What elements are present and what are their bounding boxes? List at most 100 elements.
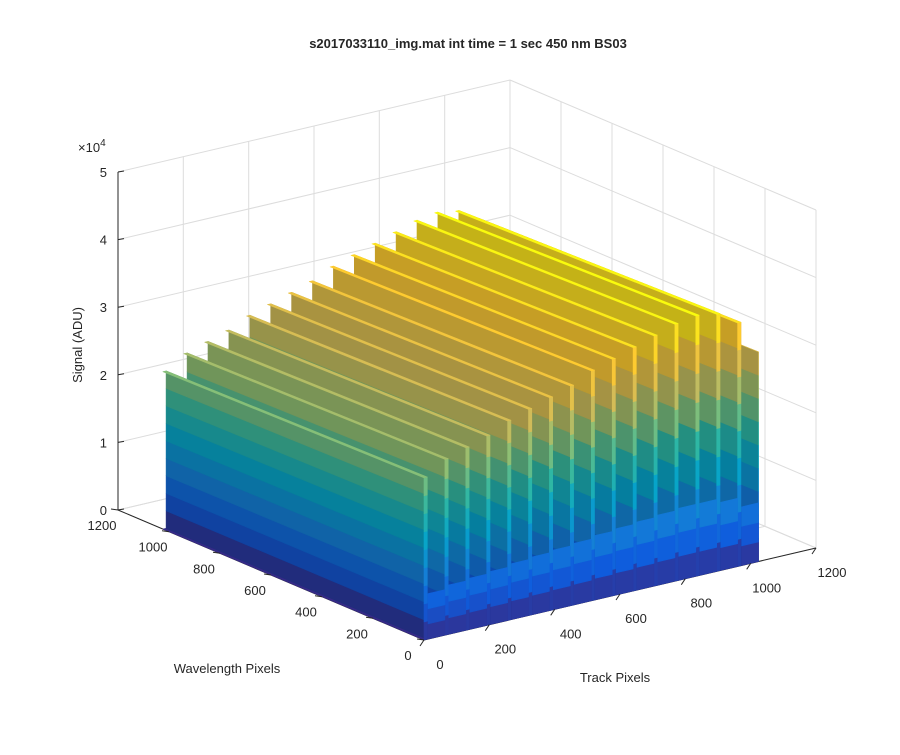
ridge-front-band (674, 465, 679, 496)
x-tick-label: 600 (625, 611, 647, 626)
ridge-front-band (737, 484, 742, 513)
ridge-front-band (569, 531, 574, 558)
ridge-front-band (674, 351, 679, 382)
ridge-front-band (653, 501, 658, 531)
ridge-front-band (528, 522, 533, 548)
ridge-front-band (444, 536, 449, 558)
ridge-front-band (737, 511, 742, 540)
ridge-front-band (507, 508, 512, 533)
x-tick-mark (484, 624, 490, 631)
ridge-front-band (507, 597, 512, 621)
ridge-front-band (653, 418, 658, 448)
ridge-front-band (653, 529, 658, 559)
ridge-front-band (632, 454, 637, 484)
ridge-front-band (653, 557, 658, 587)
y-tick-mark (212, 551, 221, 554)
ridge-valley-band (615, 568, 634, 596)
ridge-front-band (653, 445, 658, 476)
ridge-front-band (486, 519, 491, 542)
ridge-front-band (716, 456, 721, 487)
ridge-front-band (716, 484, 721, 515)
ridge-front-band (611, 515, 616, 544)
back-wall-grid-z (117, 79, 511, 173)
ridge-front-band (486, 603, 491, 626)
ridge-front-band (737, 403, 742, 432)
ridge-valley-band (615, 546, 634, 574)
ridge-front-band (423, 620, 428, 641)
ridge-front-band (737, 348, 742, 378)
ridge-front-band (569, 458, 574, 484)
z-tick-mark (117, 305, 125, 308)
y-tick-mark (110, 508, 119, 511)
ridge-front-band (611, 436, 616, 465)
ridge-valley-band (698, 499, 718, 528)
ridge-valley-band (635, 562, 655, 591)
x-tick-mark (550, 609, 556, 616)
y-tick-mark (161, 530, 170, 533)
ridge-valley-band (677, 527, 697, 557)
ridge-front-band (590, 574, 595, 602)
ridge-top (413, 219, 679, 325)
ridge-front-band (653, 334, 658, 365)
ridge-front-band (507, 552, 512, 577)
ridge-valley-band (594, 574, 613, 601)
ridge-front-band (569, 555, 574, 582)
ridge-front-band (695, 430, 700, 461)
ridge-front-band (465, 446, 470, 469)
ridge-front-band (465, 608, 470, 631)
ridge-front-band (569, 433, 574, 460)
ridge-front-band (444, 614, 449, 636)
ridge-front-band (444, 477, 449, 499)
ridge-front-band (695, 401, 700, 432)
ridge-front-band (590, 548, 595, 576)
ridge-front-band (695, 343, 700, 375)
z-multiplier-base: ×10 (78, 140, 100, 155)
ridge-front-band (569, 409, 574, 436)
ridge-front-band (507, 441, 512, 466)
side-wall-grid-z (509, 214, 817, 346)
ridge-front-band (444, 497, 449, 519)
y-tick-label: 0 (404, 648, 411, 663)
x-tick-mark (746, 563, 752, 570)
side-wall-grid-z (509, 147, 817, 279)
ridge-valley-band (635, 517, 655, 546)
ridge-front-band (611, 489, 616, 518)
ridge-front-band (444, 594, 449, 616)
ridge-front-band (549, 467, 554, 493)
ridge-front-band (549, 420, 554, 446)
ridge-front-band (695, 372, 700, 404)
ridge-valley-band (615, 524, 634, 552)
ridge-front-band (695, 546, 700, 577)
y-tick-label: 400 (295, 605, 317, 620)
ridge-top (267, 303, 533, 410)
ridge-front-band (486, 582, 491, 605)
ridge-front-band (590, 420, 595, 448)
ridge-front-band (590, 369, 595, 397)
x-tick-label: 1000 (752, 580, 781, 595)
ridge-front-band (507, 486, 512, 510)
back-wall-grid-z (117, 147, 511, 241)
y-tick-label: 1000 (139, 540, 168, 555)
ridge-front-band (611, 384, 616, 413)
ridge-front-band (590, 446, 595, 474)
ridge-front-band (465, 568, 470, 590)
ridge-front-band (423, 476, 428, 497)
ridge-front-band (528, 499, 533, 525)
z-tick-mark (117, 170, 125, 173)
x-tick-label: 1200 (818, 565, 847, 580)
side-wall-grid-z (509, 79, 817, 211)
ridge-front-band (507, 419, 512, 444)
ridge-front-band (465, 588, 470, 611)
ridge-front-band (632, 373, 637, 403)
ridge-valley-band (594, 531, 613, 558)
ridge-front-band (737, 430, 742, 459)
x-tick-mark (680, 578, 686, 585)
ridge-front-band (528, 545, 533, 570)
ridge-front-band (716, 398, 721, 429)
ridge-front-band (465, 466, 470, 489)
surface-layer (162, 210, 759, 641)
ridge-front-band (549, 562, 554, 588)
ridge-front-band (590, 523, 595, 551)
